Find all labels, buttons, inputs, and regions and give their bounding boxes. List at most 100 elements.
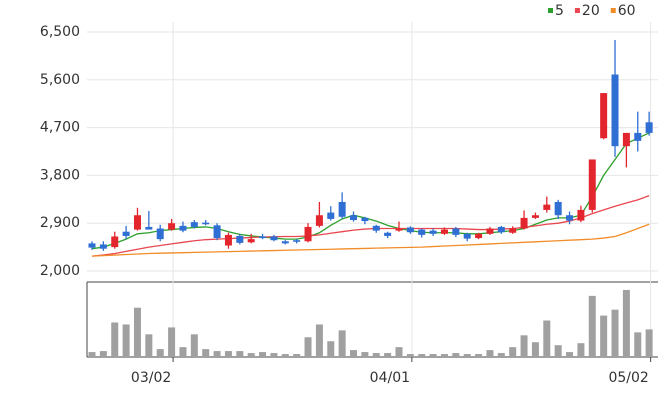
- volume-bar: [88, 352, 96, 357]
- volume-bar: [600, 315, 608, 357]
- volume-bar: [452, 353, 460, 357]
- candle-body: [531, 215, 539, 218]
- candle-body: [406, 227, 414, 233]
- volume-bar: [99, 351, 107, 357]
- y-tick-label: 5,600: [40, 72, 80, 88]
- volume-bar: [179, 347, 187, 357]
- candle-body: [133, 215, 141, 230]
- legend-label: 60: [618, 3, 636, 19]
- candle-body: [463, 233, 471, 239]
- volume-bar: [634, 332, 642, 357]
- volume-bar: [281, 354, 289, 357]
- volume-bar: [122, 324, 130, 357]
- candle-body: [99, 244, 107, 249]
- candle-body: [338, 201, 346, 217]
- candle-body: [247, 239, 255, 243]
- candle-body: [236, 235, 244, 243]
- volume-bar: [418, 354, 426, 357]
- legend-swatch: [548, 8, 553, 13]
- legend-swatch: [574, 8, 580, 13]
- candle-body: [224, 234, 232, 246]
- candle-body: [111, 236, 119, 248]
- volume-bar: [554, 345, 562, 357]
- volume-bar: [361, 352, 369, 357]
- candle-body: [600, 93, 608, 139]
- candle-body: [213, 225, 221, 239]
- candle-body: [259, 236, 267, 239]
- x-tick-label: 04/01: [370, 370, 410, 386]
- candle-body: [429, 230, 437, 234]
- volume-bar: [145, 334, 153, 357]
- y-tick-label: 2,900: [40, 215, 80, 231]
- candle-body: [315, 215, 323, 226]
- volume-bar: [338, 330, 346, 357]
- volume-bar: [463, 354, 471, 357]
- y-tick-label: 3,800: [40, 167, 80, 183]
- candle-body: [520, 217, 528, 229]
- volume-bar: [577, 343, 585, 357]
- x-tick-label: 05/02: [608, 370, 648, 386]
- legend-label: 5: [555, 3, 564, 19]
- volume-bar: [384, 353, 392, 357]
- volume-bar: [156, 349, 164, 357]
- candle-body: [554, 201, 562, 216]
- volume-bar: [372, 353, 380, 357]
- candle-body: [622, 132, 630, 147]
- volume-bar: [213, 351, 221, 357]
- volume-bar: [588, 295, 596, 357]
- y-tick-label: 2,000: [40, 263, 80, 279]
- candle-body: [440, 229, 448, 234]
- volume-bar: [202, 349, 210, 357]
- volume-bar: [406, 354, 414, 357]
- candle-body: [611, 74, 619, 147]
- volume-bar: [566, 352, 574, 357]
- volume-bar: [315, 324, 323, 357]
- candle-body: [418, 229, 426, 235]
- legend-swatch: [610, 8, 616, 13]
- candle-body: [304, 226, 312, 242]
- volume-bar: [543, 320, 551, 357]
- ma-line: [91, 194, 650, 257]
- candle-body: [190, 222, 198, 227]
- candle-body: [509, 228, 517, 233]
- ma-line: [91, 132, 650, 250]
- volume-bar: [509, 347, 517, 357]
- candle-body: [350, 215, 358, 221]
- volume-bar: [395, 347, 403, 357]
- y-tick-label: 6,500: [40, 24, 80, 40]
- candle-body: [452, 228, 460, 235]
- volume-bar: [531, 342, 539, 357]
- candle-body: [202, 222, 210, 225]
- candle-body: [384, 232, 392, 236]
- candle-body: [145, 226, 153, 230]
- candle-body: [486, 228, 494, 234]
- legend-label: 20: [582, 3, 600, 19]
- volume-bar: [270, 353, 278, 357]
- candle-body: [395, 228, 403, 231]
- candle-body: [122, 231, 130, 236]
- candle-body: [588, 159, 596, 210]
- volume-bar: [622, 289, 630, 357]
- candle-body: [577, 209, 585, 221]
- ma-line: [91, 223, 650, 257]
- volume-bar: [440, 354, 448, 357]
- volume-bar: [475, 354, 483, 357]
- volume-bar: [327, 341, 335, 357]
- volume-bar: [304, 337, 312, 357]
- volume-bar: [520, 335, 528, 357]
- volume-bar: [168, 327, 176, 357]
- volume-bar: [224, 351, 232, 357]
- candle-body: [645, 122, 653, 133]
- candle-body: [293, 240, 301, 242]
- volume-bar: [236, 351, 244, 357]
- volume-bar: [293, 354, 301, 357]
- candle-body: [270, 236, 278, 241]
- volume-bar: [486, 350, 494, 357]
- volume-bar: [111, 322, 119, 357]
- candle-body: [168, 223, 176, 230]
- candle-body: [361, 217, 369, 222]
- candle-body: [327, 212, 335, 219]
- candle-body: [475, 233, 483, 239]
- y-tick-label: 4,700: [40, 120, 80, 136]
